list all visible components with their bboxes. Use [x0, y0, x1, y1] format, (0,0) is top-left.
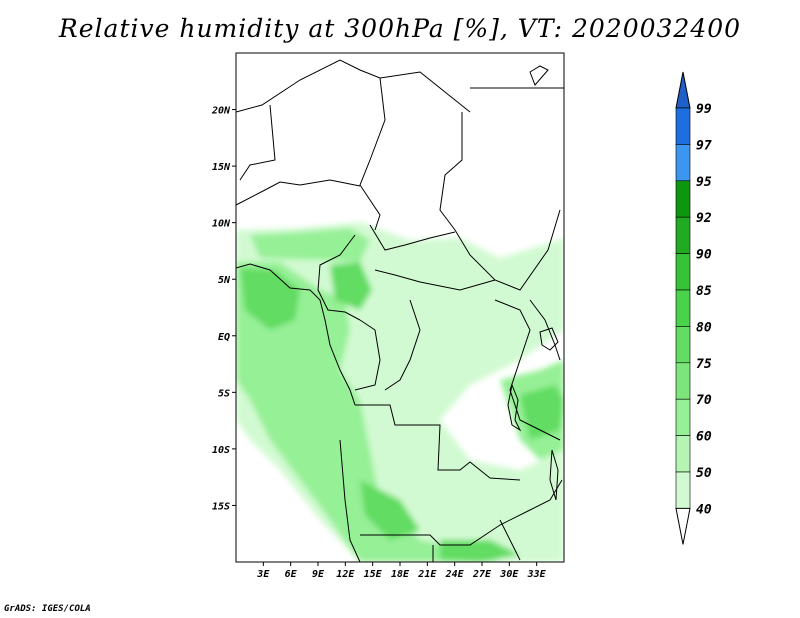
lon-tick-label: 3E [256, 569, 270, 580]
border-line [339, 439, 361, 562]
colorbar-segment [675, 216, 691, 254]
lon-tick-label: 33E [527, 569, 547, 580]
credit-text: GrADS: IGES/COLA [4, 604, 91, 614]
colorbar-label: 60 [696, 430, 712, 445]
colorbar-label: 75 [696, 357, 712, 372]
colorbar-label: 95 [696, 175, 712, 190]
colorbar-segment [675, 326, 691, 364]
colorbar-label: 99 [696, 102, 712, 117]
chart-title: Relative humidity at 300hPa [%], VT: 202… [58, 14, 742, 43]
border-line [499, 519, 521, 561]
colorbar-bottom-arrow [675, 507, 691, 545]
lat-tick-label: 5S [218, 388, 230, 399]
colorbar-label: 70 [696, 393, 712, 408]
colorbar-segment [675, 471, 691, 509]
colorbar-label: 97 [696, 138, 712, 153]
colorbar-label: 40 [696, 502, 712, 517]
border-line [354, 319, 381, 391]
lake-outline [529, 65, 549, 86]
border-line [374, 269, 496, 291]
colorbar-segment [675, 180, 691, 218]
lon-tick-label: 24E [445, 569, 465, 580]
lat-tick-label: 5N [218, 275, 231, 286]
colorbar-segment [675, 253, 691, 291]
lake-outline [539, 327, 559, 351]
humidity-area-mid [250, 228, 370, 262]
border-line [384, 299, 421, 391]
humidity-area-strong [520, 385, 564, 440]
colorbar-top-arrow [675, 71, 691, 109]
colorbar-segment [675, 362, 691, 400]
lon-tick-label: 9E [312, 569, 325, 580]
lon-tick-label: 18E [391, 569, 410, 580]
colorbar-segment [675, 289, 691, 327]
border-line [236, 263, 326, 321]
lat-tick-label: 20N [211, 106, 231, 117]
colorbar-label: 50 [696, 466, 712, 481]
border-line [359, 77, 386, 231]
lat-tick-label: 15S [212, 501, 230, 512]
lon-tick-label: 27E [472, 569, 492, 580]
latitude-axis: 20N 15N 10N 5N EQ 5S 10S 15S [211, 106, 236, 512]
colorbar-label: 92 [696, 211, 712, 226]
colorbar-segment [675, 107, 691, 145]
border-line [529, 299, 561, 361]
lat-tick-label: 15N [212, 162, 231, 173]
lon-tick-label: 21E [417, 569, 437, 580]
lat-tick-label: EQ [218, 332, 230, 343]
lake-outline [549, 449, 559, 501]
humidity-field [236, 222, 564, 562]
border-line [236, 59, 471, 113]
lon-tick-label: 6E [285, 569, 298, 580]
colorbar-segment [675, 435, 691, 473]
border-line [317, 234, 361, 321]
colorbar: 99 97 95 92 90 85 80 75 70 60 50 40 [675, 71, 712, 545]
colorbar-segment [675, 398, 691, 436]
lat-tick-label: 10S [212, 445, 230, 456]
lat-tick-label: 10N [212, 219, 231, 230]
colorbar-label: 90 [696, 248, 712, 263]
lon-tick-label: 30E [499, 569, 519, 580]
lake-outline [507, 383, 522, 432]
border-line [439, 112, 561, 291]
colorbar-segment [675, 144, 691, 182]
border-line [236, 179, 361, 206]
longitude-axis: 3E 6E 9E 12E 15E 18E 21E 24E 27E 30E 33E [256, 562, 547, 580]
border-line [324, 319, 356, 406]
humidity-area-mid [236, 262, 500, 562]
humidity-area-strong [330, 262, 372, 310]
border-line [494, 299, 561, 441]
country-borders [236, 59, 564, 562]
lon-tick-label: 15E [364, 569, 383, 580]
colorbar-label: 85 [696, 284, 712, 299]
humidity-area-strong [360, 480, 420, 540]
border-line [360, 479, 563, 546]
border-line [369, 224, 456, 251]
border-line [355, 404, 521, 481]
lon-tick-label: 12E [336, 569, 355, 580]
border-line [239, 104, 276, 181]
colorbar-label: 80 [696, 320, 712, 335]
